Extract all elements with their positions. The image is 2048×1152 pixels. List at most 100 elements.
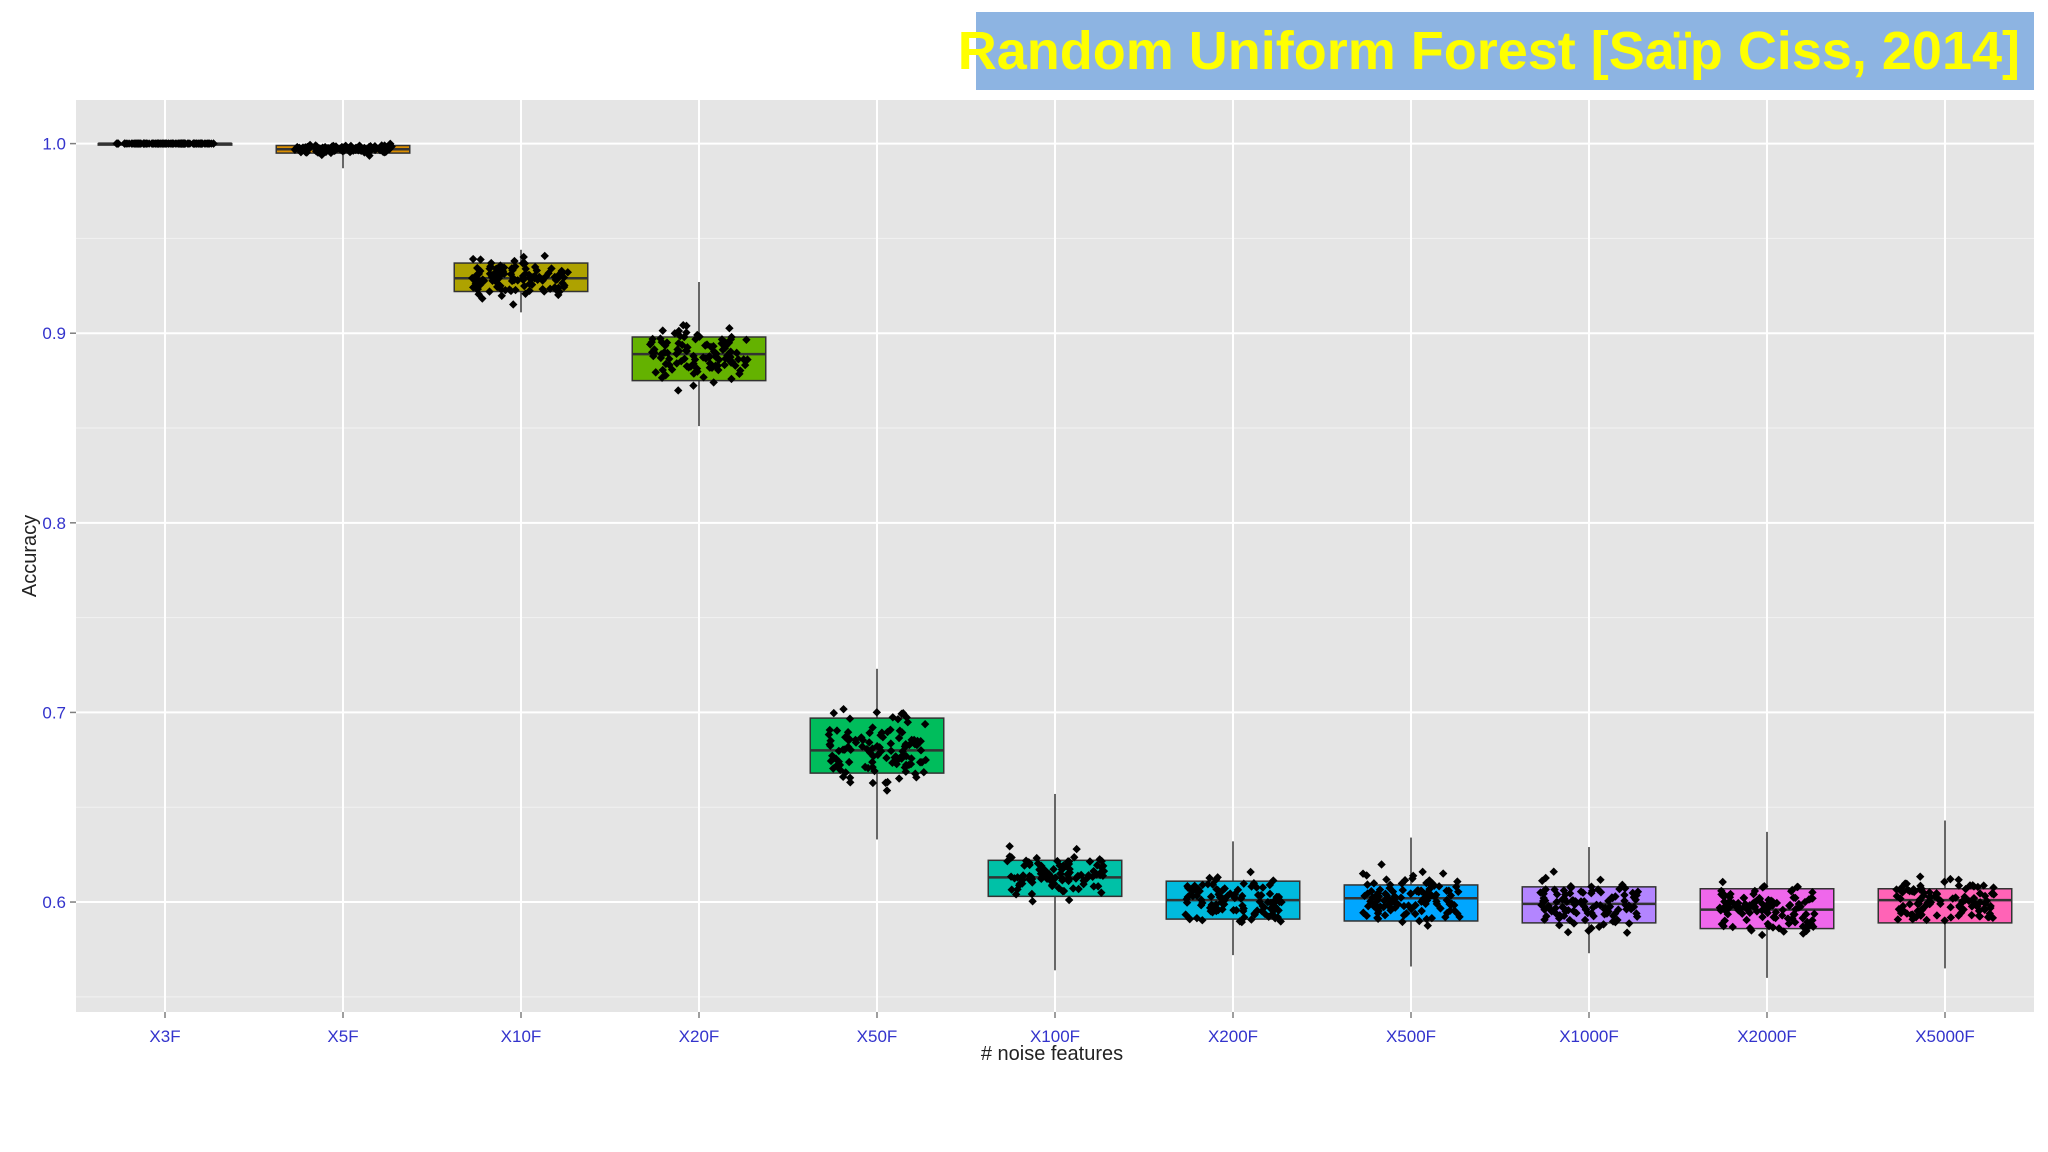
data-point [1211,875,1221,884]
data-point [1390,895,1399,904]
data-point [135,139,145,148]
data-point [1611,892,1620,901]
data-point [1265,889,1275,899]
data-point [1276,917,1285,926]
data-point [1728,922,1737,932]
data-point [530,271,539,281]
data-point [876,731,885,740]
data-point [1542,912,1551,921]
data-point [1793,882,1803,892]
data-point [1206,906,1215,916]
data-point [1273,892,1282,902]
data-point [527,280,537,289]
data-point [869,752,878,761]
data-point [1421,899,1430,909]
data-point [1368,893,1377,902]
data-point [1436,904,1445,913]
data-point [679,321,688,330]
data-point [1233,885,1243,895]
data-point [1399,901,1409,911]
data-point [846,778,855,787]
data-point [364,142,374,152]
data-point [1979,881,1988,890]
data-point [912,773,921,782]
data-point [1989,883,1998,892]
data-point [1783,914,1793,923]
data-point [1758,883,1767,892]
data-point [1919,888,1929,898]
data-point [521,264,530,274]
data-point [296,147,306,157]
data-point [563,268,572,277]
data-point [1771,908,1781,917]
data-point [851,735,860,745]
data-point [1550,885,1559,894]
data-point [1916,911,1925,920]
data-point [834,757,843,766]
data-point [906,759,916,769]
data-point [1629,893,1638,902]
data-point [1908,887,1917,896]
data-point [130,139,139,148]
x-tick-label: X5000F [1915,1027,1975,1046]
data-point [468,254,478,264]
data-point [1798,913,1807,923]
data-point [1946,874,1955,884]
data-point [510,256,519,266]
data-point [1975,898,1985,907]
data-point [902,752,911,761]
data-point [1620,896,1629,906]
data-point [1551,903,1560,913]
data-point [520,281,529,291]
data-point [1748,899,1757,908]
data-point [1973,902,1982,911]
data-point [1717,919,1727,929]
data-point [1631,895,1640,904]
data-point [1400,876,1410,885]
data-point [1892,885,1901,894]
data-point [1452,882,1461,891]
data-point [1092,861,1102,870]
data-point [1940,916,1949,925]
data-point [912,740,922,750]
data-point [1226,889,1235,898]
data-point [1268,909,1277,919]
data-point [1097,888,1106,897]
data-point [1604,896,1613,906]
data-point [858,742,867,751]
data-point [1967,910,1976,920]
data-point [1082,874,1091,883]
data-point [1369,902,1379,911]
data-point [868,744,877,753]
data-point [1218,905,1227,914]
data-point [473,263,482,273]
data-point [1954,881,1964,890]
data-point [545,284,555,294]
data-point [1558,902,1567,912]
data-point [828,751,837,760]
data-point [1260,903,1269,912]
data-point [1741,899,1750,909]
data-point [1614,905,1623,914]
data-point [1247,882,1256,891]
data-point [681,346,691,355]
data-point [1772,898,1782,908]
data-point [1185,914,1194,923]
data-point [1264,912,1273,921]
data-point [1932,911,1942,920]
data-point [673,345,682,354]
data-point [1454,887,1463,897]
data-point [903,718,912,727]
data-point [868,778,878,788]
data-point [1269,906,1278,915]
data-point [1214,890,1223,899]
data-point [1373,913,1382,923]
data-point [1734,898,1743,908]
data-point [1028,878,1037,887]
data-point [665,360,674,370]
data-point [900,742,910,751]
data-point [1764,903,1774,912]
data-point [689,381,698,390]
data-point [1620,890,1629,900]
data-point [179,139,189,148]
